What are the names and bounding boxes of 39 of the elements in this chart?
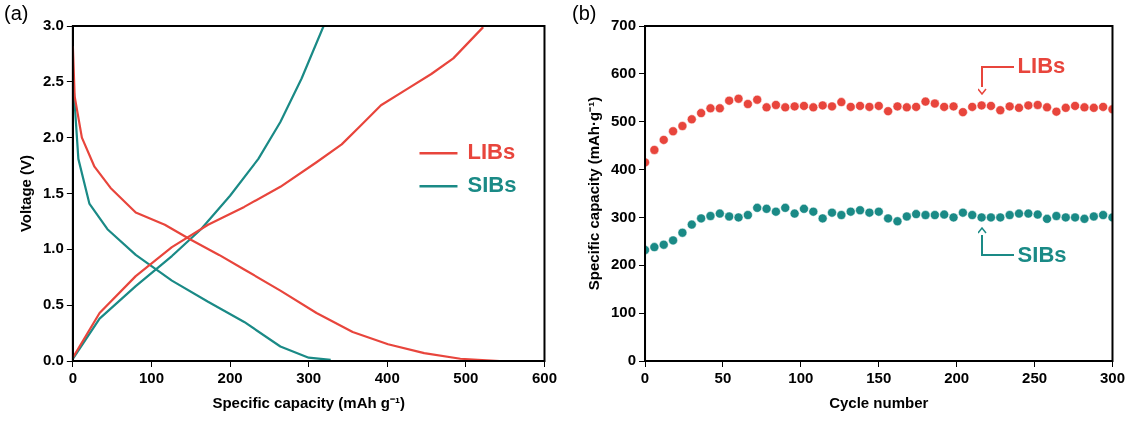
x-tick-label: 500 [453, 369, 479, 387]
y-tick-label: 0 [627, 351, 637, 369]
x-tick-label: 400 [374, 369, 400, 387]
legend-label: LIBs [1017, 53, 1066, 80]
y-axis-title: Specific capacity (mAh·g⁻¹) [585, 96, 603, 291]
x-tick-label: 0 [68, 369, 78, 387]
legend-label: LIBs [467, 139, 516, 165]
x-tick-label: 300 [1099, 369, 1125, 387]
y-tick-label: 100 [611, 303, 637, 321]
y-tick-label: 600 [611, 64, 637, 81]
text: (a) [4, 1, 29, 24]
legend-label: SIBs [1017, 242, 1067, 269]
y-tick-label: 1.0 [42, 239, 64, 257]
x-tick-label: 100 [788, 369, 814, 387]
x-tick-label: 150 [866, 369, 892, 387]
y-tick-label: 500 [611, 111, 637, 129]
y-tick-label: 2.0 [42, 127, 64, 145]
x-tick-label: 50 [714, 369, 732, 387]
y-tick-label: 0.5 [42, 295, 64, 313]
x-tick-label: 300 [296, 369, 322, 387]
y-tick-label: 0.0 [42, 351, 64, 369]
y-tick-label: 700 [611, 16, 637, 34]
x-tick-label: 250 [1022, 369, 1048, 387]
x-tick-label: 200 [944, 369, 970, 387]
y-tick-label: 300 [611, 207, 637, 225]
x-axis-title: Cycle number [829, 394, 929, 412]
y-tick-label: 3.0 [42, 16, 64, 34]
x-tick-label: 600 [531, 369, 557, 387]
y-tick-label: 400 [611, 159, 637, 177]
y-tick-label: 1.5 [42, 183, 64, 201]
y-tick-label: 200 [611, 255, 637, 273]
x-tick-label: 200 [217, 369, 243, 387]
x-axis-title: Specific capacity (mAh g⁻¹) [212, 394, 405, 412]
text: (b) [572, 1, 597, 24]
legend-label: SIBs [467, 172, 517, 198]
x-tick-label: 0 [640, 369, 650, 387]
x-tick-label: 100 [138, 369, 164, 387]
y-axis-title: Voltage (V) [17, 154, 35, 233]
y-tick-label: 2.5 [42, 71, 64, 89]
